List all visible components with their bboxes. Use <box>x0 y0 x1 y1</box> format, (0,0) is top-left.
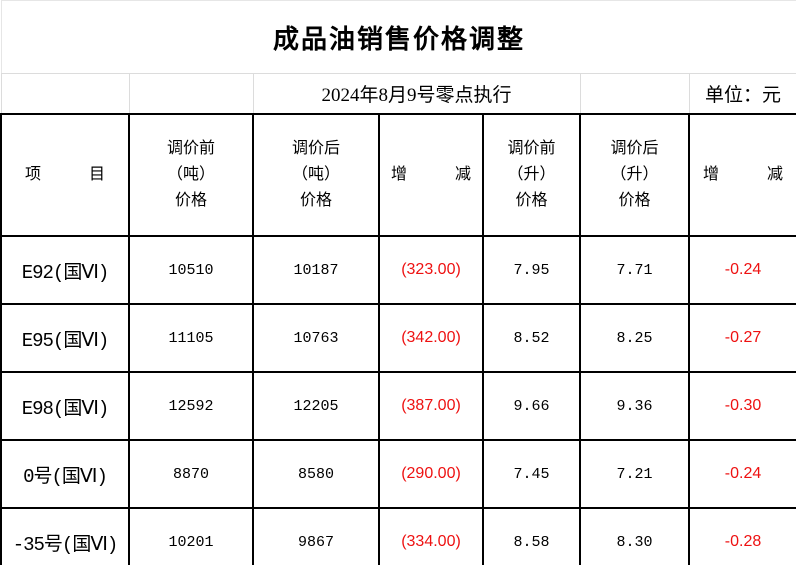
ton-after-value: 10763 <box>252 303 380 373</box>
empty-cell <box>0 73 130 115</box>
liter-before-value: 9.66 <box>482 371 581 441</box>
header-liter-before: 调价前 （升） 价格 <box>482 113 581 237</box>
row-item-label: E98(国Ⅵ) <box>0 371 130 441</box>
header-item: 项 目 <box>0 113 130 237</box>
header-ton-change: 增 减 <box>378 113 484 237</box>
ton-before-value: 12592 <box>128 371 254 441</box>
effective-date-label: 2024年8月9号零点执行 <box>252 73 581 115</box>
row-item-label: E92(国Ⅵ) <box>0 235 130 305</box>
header-liter-change: 增 减 <box>687 113 796 237</box>
ton-after-value: 8580 <box>252 439 380 509</box>
ton-change-value: (387.00) <box>378 371 484 441</box>
liter-before-value: 7.45 <box>482 439 581 509</box>
table-row: E98(国Ⅵ) 12592 12205 (387.00) 9.66 9.36 -… <box>0 371 796 441</box>
page-title: 成品油销售价格调整 <box>0 0 796 74</box>
liter-before-value: 8.58 <box>482 507 581 565</box>
empty-cell <box>579 73 690 115</box>
ton-before-value: 11105 <box>128 303 254 373</box>
ton-after-value: 12205 <box>252 371 380 441</box>
ton-before-value: 8870 <box>128 439 254 509</box>
header-ton-before: 调价前 （吨） 价格 <box>128 113 254 237</box>
liter-change-value: -0.27 <box>687 303 796 373</box>
ton-change-value: (334.00) <box>378 507 484 565</box>
table-row: E92(国Ⅵ) 10510 10187 (323.00) 7.95 7.71 -… <box>0 235 796 305</box>
liter-change-value: -0.30 <box>687 371 796 441</box>
liter-before-value: 8.52 <box>482 303 581 373</box>
ton-change-value: (323.00) <box>378 235 484 305</box>
row-item-label: 0号(国Ⅵ) <box>0 439 130 509</box>
table-row: E95(国Ⅵ) 11105 10763 (342.00) 8.52 8.25 -… <box>0 303 796 373</box>
table-row: -35号(国Ⅵ) 10201 9867 (334.00) 8.58 8.30 -… <box>0 507 796 565</box>
title-row: 成品油销售价格调整 <box>0 0 796 74</box>
table-header-row: 项 目 调价前 （吨） 价格 调价后 （吨） 价格 增 减 调价前 （升） 价格… <box>0 113 796 237</box>
liter-after-value: 7.71 <box>579 235 690 305</box>
row-item-label: E95(国Ⅵ) <box>0 303 130 373</box>
liter-after-value: 7.21 <box>579 439 690 509</box>
ton-change-value: (342.00) <box>378 303 484 373</box>
liter-change-value: -0.24 <box>687 439 796 509</box>
row-item-label: -35号(国Ⅵ) <box>0 507 130 565</box>
empty-cell <box>128 73 254 115</box>
ton-after-value: 10187 <box>252 235 380 305</box>
subtitle-row: 2024年8月9号零点执行 单位：元 <box>0 73 796 115</box>
ton-after-value: 9867 <box>252 507 380 565</box>
liter-after-value: 8.30 <box>579 507 690 565</box>
liter-after-value: 9.36 <box>579 371 690 441</box>
ton-before-value: 10510 <box>128 235 254 305</box>
ton-change-value: (290.00) <box>378 439 484 509</box>
ton-before-value: 10201 <box>128 507 254 565</box>
liter-before-value: 7.95 <box>482 235 581 305</box>
liter-change-value: -0.24 <box>687 235 796 305</box>
header-ton-after: 调价后 （吨） 价格 <box>252 113 380 237</box>
liter-change-value: -0.28 <box>687 507 796 565</box>
table-row: 0号(国Ⅵ) 8870 8580 (290.00) 7.45 7.21 -0.2… <box>0 439 796 509</box>
header-liter-after: 调价后 （升） 价格 <box>579 113 690 237</box>
liter-after-value: 8.25 <box>579 303 690 373</box>
unit-label: 单位：元 <box>688 73 796 115</box>
